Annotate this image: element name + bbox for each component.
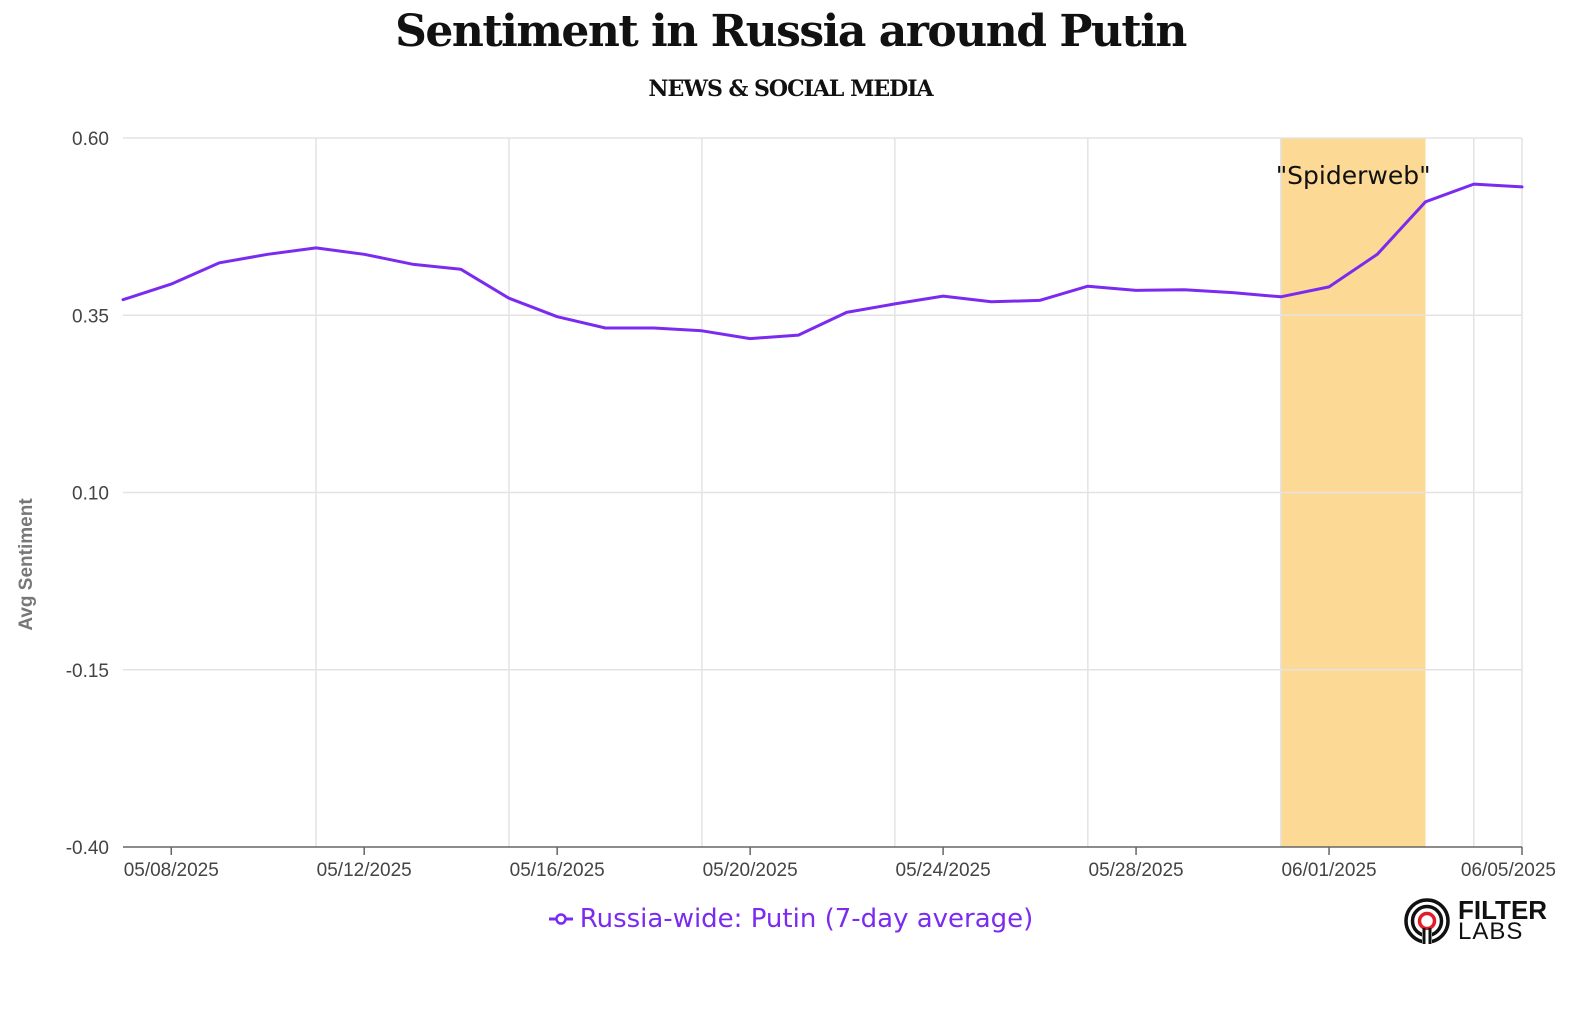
y-axis-title: Avg Sentiment: [16, 498, 37, 631]
x-tick-label: 05/16/2025: [510, 860, 605, 881]
axis-layer: [123, 846, 1523, 855]
grid-layer: [123, 137, 1523, 847]
logo-line-1: FILTER: [1458, 895, 1548, 925]
x-tick-label: 06/01/2025: [1281, 860, 1376, 881]
chart-title: Sentiment in Russia around Putin: [395, 6, 1187, 57]
x-tick-label: 05/24/2025: [896, 860, 991, 881]
chart-subtitle: NEWS & SOCIAL MEDIA: [648, 76, 933, 102]
label-layer: 0.60 0.35 0.10 -0.15 -0.40 05/08/2025 05/12/20…: [16, 129, 1556, 881]
filter-labs-logo-icon: [1404, 898, 1450, 944]
y-tick-label: 0.35: [72, 306, 109, 327]
logo-line-2: LABS: [1458, 918, 1524, 945]
y-tick-label: -0.40: [66, 838, 109, 859]
series-line: [121, 182, 1524, 341]
x-tick-label: 05/20/2025: [703, 860, 798, 881]
x-tick-label: 05/12/2025: [317, 860, 412, 881]
line-circle-marker-icon: [548, 913, 573, 925]
x-tick-label: 05/28/2025: [1089, 860, 1184, 881]
y-tick-label: 0.60: [72, 129, 109, 150]
series-layer: [121, 182, 1524, 341]
legend[interactable]: Russia-wide: Putin (7-day average): [0, 904, 1581, 934]
highlight-annotation-label: "Spiderweb": [1276, 161, 1431, 190]
filter-labs-logo: FILTER LABS: [1404, 895, 1548, 945]
y-tick-label: 0.10: [72, 484, 109, 505]
x-tick-label: 06/05/2025: [1461, 860, 1556, 881]
y-tick-label: -0.15: [66, 661, 109, 682]
legend-label: Russia-wide: Putin (7-day average): [579, 904, 1034, 934]
x-tick-label: 05/08/2025: [124, 860, 219, 881]
